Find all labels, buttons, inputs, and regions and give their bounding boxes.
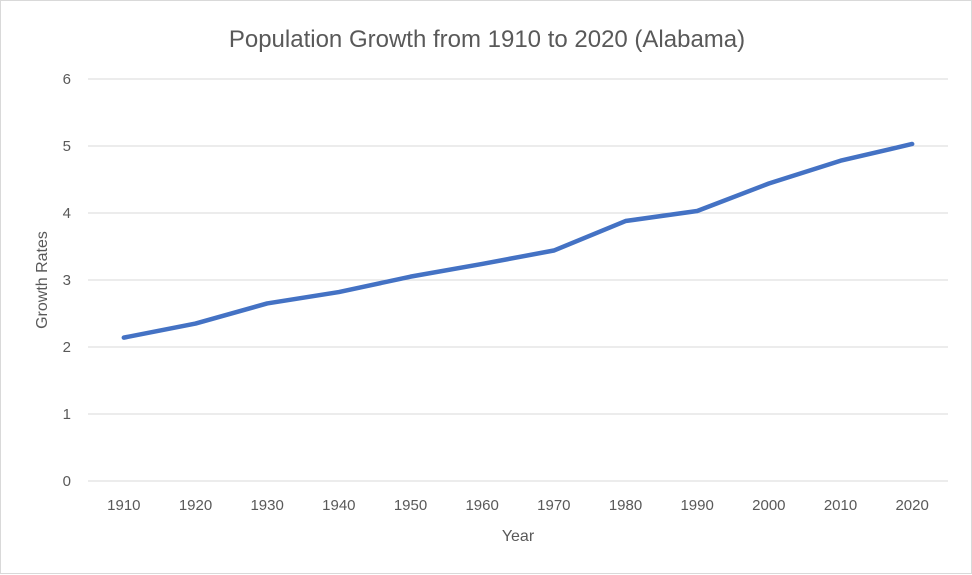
y-tick-label: 2	[63, 339, 71, 356]
x-tick-label: 1940	[322, 497, 355, 514]
x-tick-label: 1910	[107, 497, 140, 514]
x-tick-label: 2000	[752, 497, 785, 514]
x-axis-label: Year	[502, 528, 535, 545]
x-tick-label: 2020	[895, 497, 928, 514]
y-tick-label: 0	[63, 473, 71, 490]
chart-title: Population Growth from 1910 to 2020 (Ala…	[229, 26, 745, 53]
x-tick-label: 1920	[179, 497, 212, 514]
x-tick-label: 1930	[250, 497, 283, 514]
x-tick-label: 2010	[824, 497, 857, 514]
y-axis-label: Growth Rates	[34, 231, 51, 329]
y-tick-label: 6	[63, 71, 71, 88]
y-tick-label: 1	[63, 406, 71, 423]
x-tick-label: 1960	[465, 497, 498, 514]
x-tick-label: 1970	[537, 497, 570, 514]
x-tick-label: 1980	[609, 497, 642, 514]
y-tick-label: 5	[63, 138, 71, 155]
y-tick-label: 3	[63, 272, 71, 289]
x-tick-label: 1990	[680, 497, 713, 514]
x-tick-label: 1950	[394, 497, 427, 514]
series-line	[124, 144, 912, 338]
y-tick-label: 4	[63, 205, 71, 222]
